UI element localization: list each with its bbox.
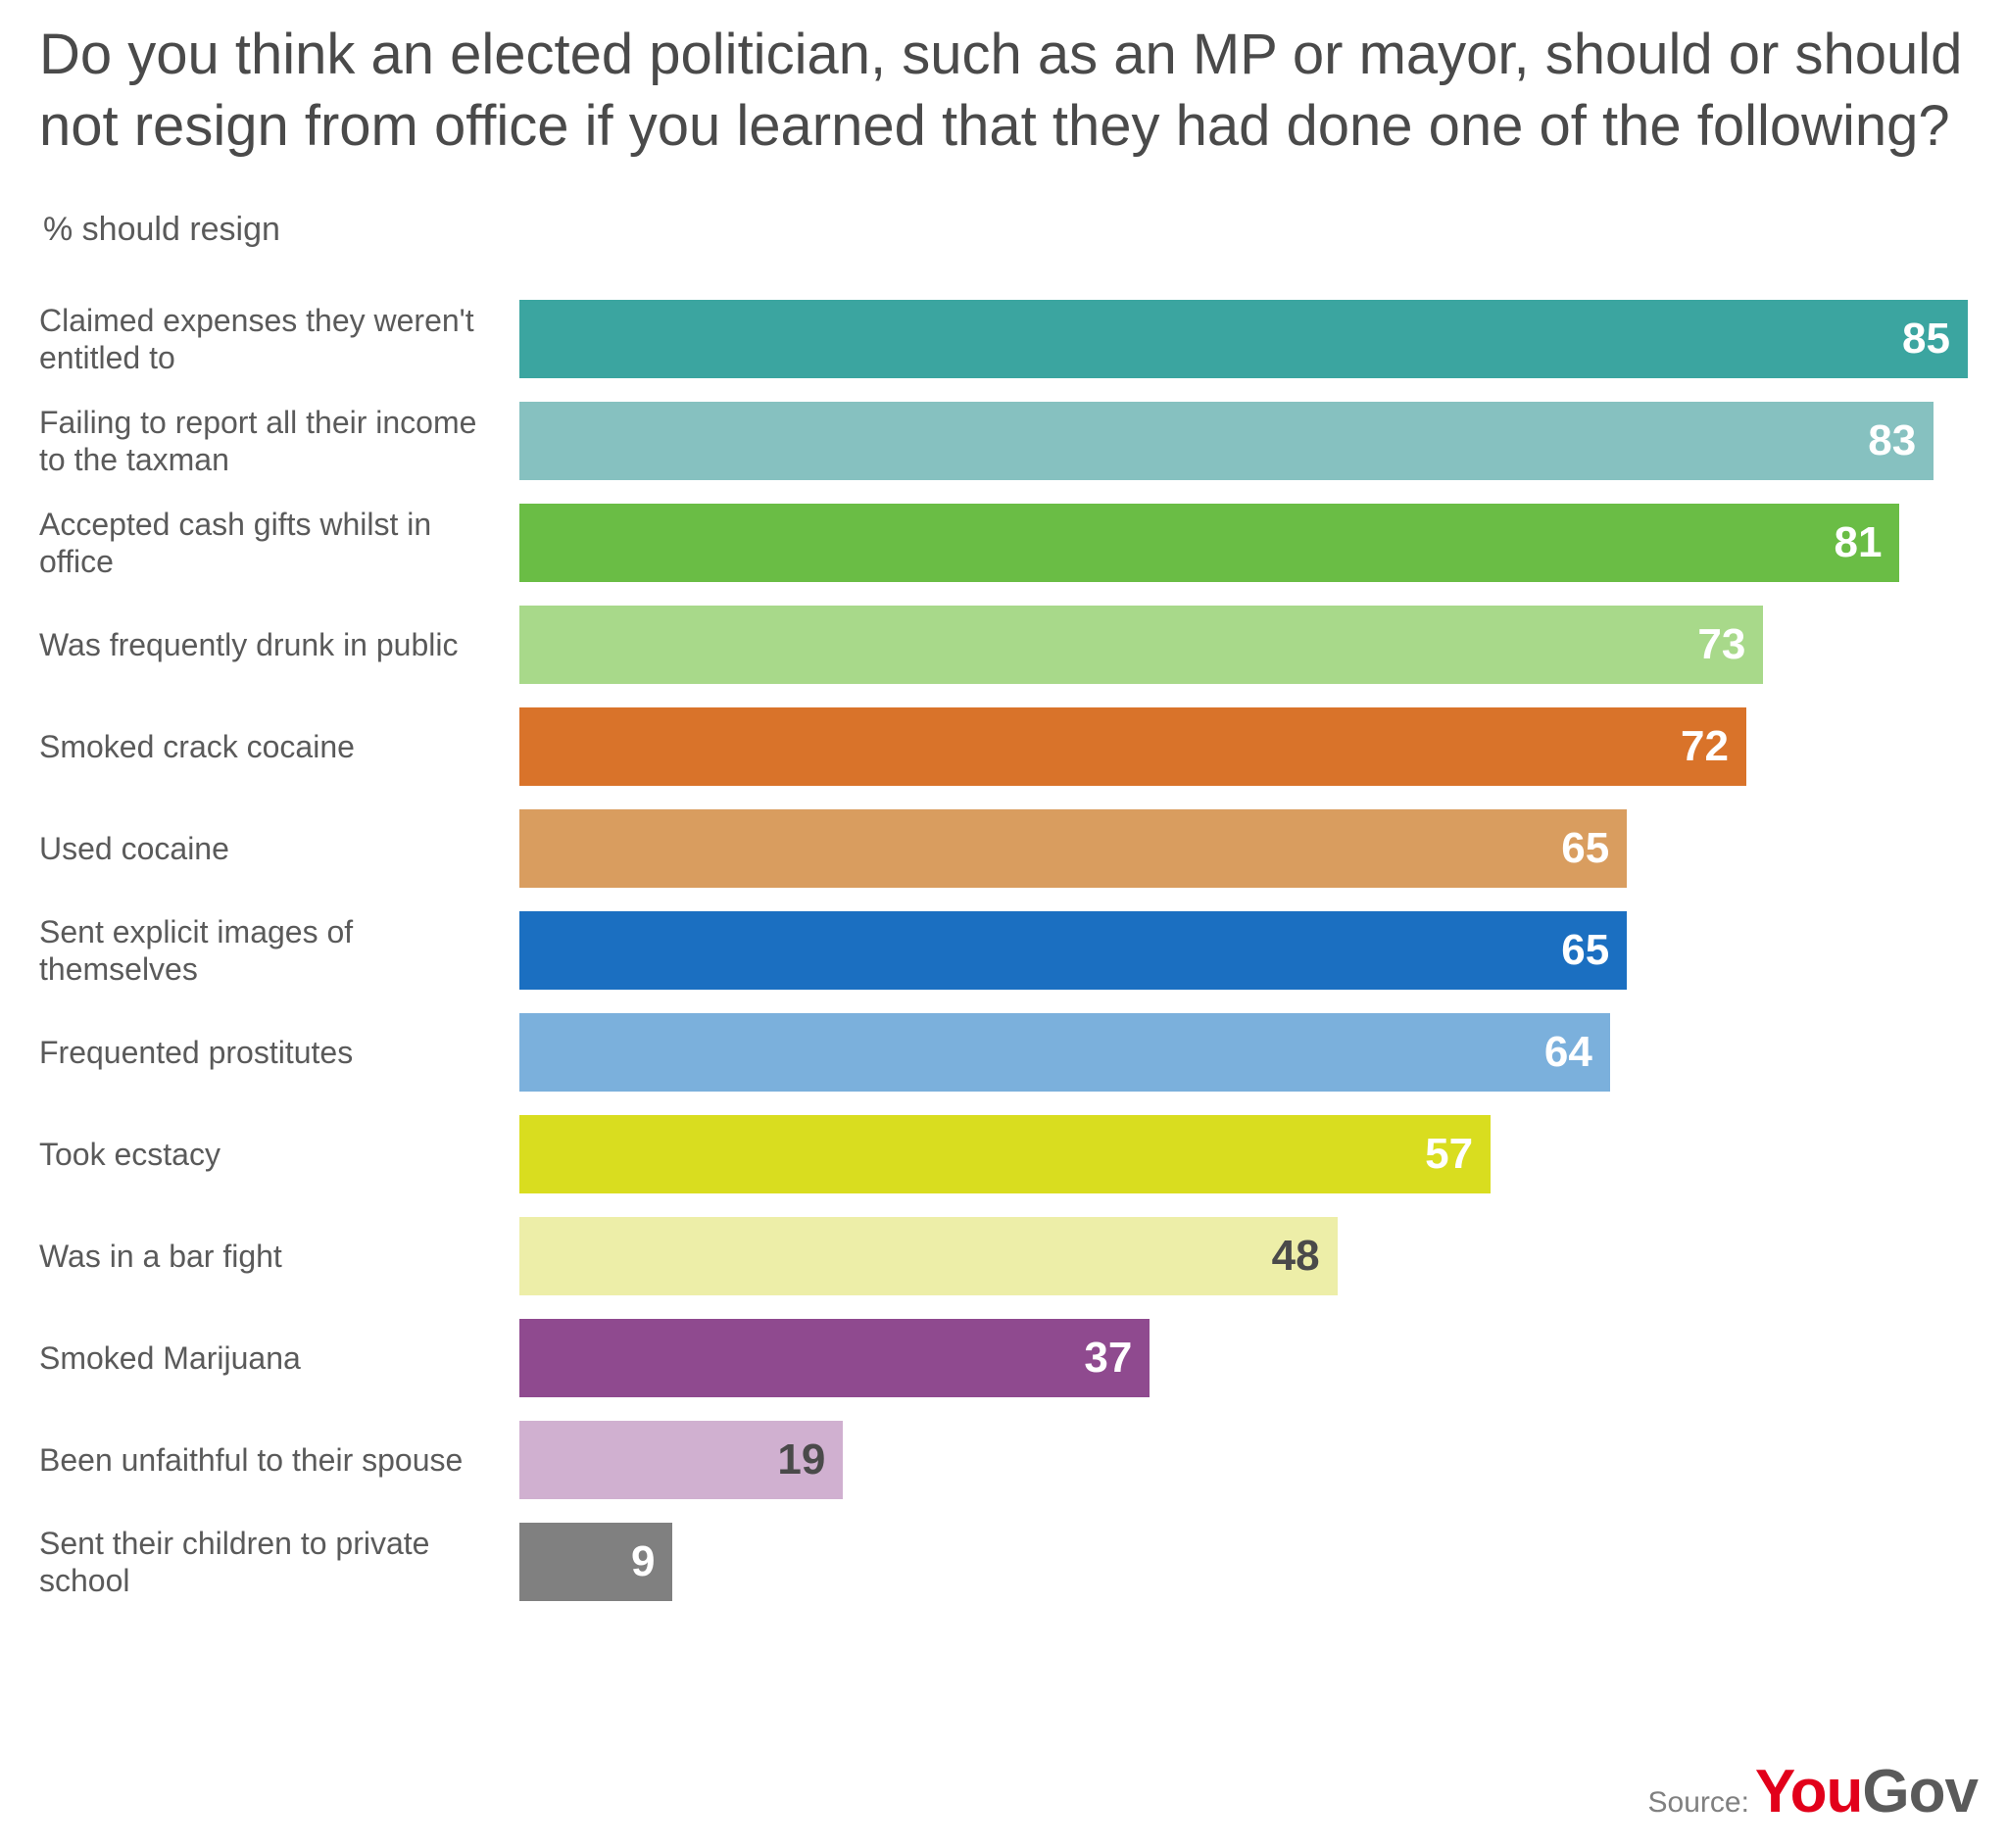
bar: 73	[519, 606, 1763, 684]
bar-track: 81	[519, 504, 1968, 582]
chart-row: Been unfaithful to their spouse 19	[39, 1409, 1968, 1511]
bar: 65	[519, 809, 1627, 888]
bar: 85	[519, 300, 1968, 378]
bar: 81	[519, 504, 1899, 582]
bar-value: 73	[1697, 620, 1745, 669]
chart-row: Frequented prostitutes 64	[39, 1001, 1968, 1103]
bar-label: Been unfaithful to their spouse	[39, 1441, 519, 1479]
bar-chart: Claimed expenses they weren't entitled t…	[39, 288, 1968, 1613]
bar-value: 9	[631, 1537, 655, 1586]
bar-label: Was frequently drunk in public	[39, 626, 519, 663]
logo-you: You	[1755, 1758, 1863, 1825]
chart-title: Do you think an elected politician, such…	[39, 20, 1968, 162]
bar-track: 37	[519, 1319, 1968, 1397]
bar: 9	[519, 1523, 672, 1601]
yougov-logo: YouGov	[1755, 1757, 1978, 1826]
bar-track: 9	[519, 1523, 1968, 1601]
bar: 48	[519, 1217, 1338, 1295]
bar-track: 72	[519, 707, 1968, 786]
chart-row: Accepted cash gifts whilst in office 81	[39, 492, 1968, 594]
bar-track: 57	[519, 1115, 1968, 1193]
chart-row: Smoked Marijuana 37	[39, 1307, 1968, 1409]
chart-row: Was in a bar fight 48	[39, 1205, 1968, 1307]
bar-label: Used cocaine	[39, 830, 519, 867]
bar-value: 64	[1544, 1028, 1592, 1077]
bar-label: Took ecstacy	[39, 1136, 519, 1173]
bar-label: Failing to report all their income to th…	[39, 404, 519, 479]
bar-label: Smoked crack cocaine	[39, 728, 519, 765]
bar-value: 81	[1834, 518, 1882, 567]
bar-track: 65	[519, 911, 1968, 990]
bar: 72	[519, 707, 1746, 786]
bar-label: Sent explicit images of themselves	[39, 913, 519, 989]
bar: 37	[519, 1319, 1150, 1397]
bar: 57	[519, 1115, 1491, 1193]
chart-row: Claimed expenses they weren't entitled t…	[39, 288, 1968, 390]
bar-value: 83	[1868, 416, 1916, 465]
bar-track: 48	[519, 1217, 1968, 1295]
bar-label: Was in a bar fight	[39, 1238, 519, 1275]
bar-track: 64	[519, 1013, 1968, 1092]
chart-row: Sent their children to private school 9	[39, 1511, 1968, 1613]
source-label: Source:	[1648, 1786, 1749, 1820]
bar-label: Accepted cash gifts whilst in office	[39, 506, 519, 581]
bar-track: 85	[519, 300, 1968, 378]
chart-row: Smoked crack cocaine 72	[39, 696, 1968, 798]
chart-row: Took ecstacy 57	[39, 1103, 1968, 1205]
bar-value: 85	[1902, 315, 1950, 364]
bar-label: Claimed expenses they weren't entitled t…	[39, 302, 519, 377]
bar: 83	[519, 402, 1934, 480]
source-attribution: Source: YouGov	[1648, 1757, 1978, 1826]
chart-subtitle: % should resign	[39, 211, 1968, 249]
chart-row: Was frequently drunk in public 73	[39, 594, 1968, 696]
bar-value: 48	[1272, 1232, 1320, 1281]
chart-row: Used cocaine 65	[39, 798, 1968, 900]
chart-row: Failing to report all their income to th…	[39, 390, 1968, 492]
logo-gov: Gov	[1862, 1758, 1978, 1825]
bar-label: Frequented prostitutes	[39, 1034, 519, 1071]
bar-value: 65	[1561, 926, 1609, 975]
bar-track: 73	[519, 606, 1968, 684]
bar: 64	[519, 1013, 1610, 1092]
bar: 19	[519, 1421, 843, 1499]
bar-value: 19	[777, 1435, 825, 1484]
bar-value: 72	[1681, 722, 1729, 771]
bar-track: 83	[519, 402, 1968, 480]
bar-value: 37	[1084, 1334, 1132, 1383]
bar: 65	[519, 911, 1627, 990]
bar-value: 57	[1425, 1130, 1473, 1179]
bar-track: 19	[519, 1421, 1968, 1499]
bar-label: Smoked Marijuana	[39, 1339, 519, 1377]
bar-label: Sent their children to private school	[39, 1525, 519, 1600]
chart-row: Sent explicit images of themselves 65	[39, 900, 1968, 1001]
bar-track: 65	[519, 809, 1968, 888]
bar-value: 65	[1561, 824, 1609, 873]
